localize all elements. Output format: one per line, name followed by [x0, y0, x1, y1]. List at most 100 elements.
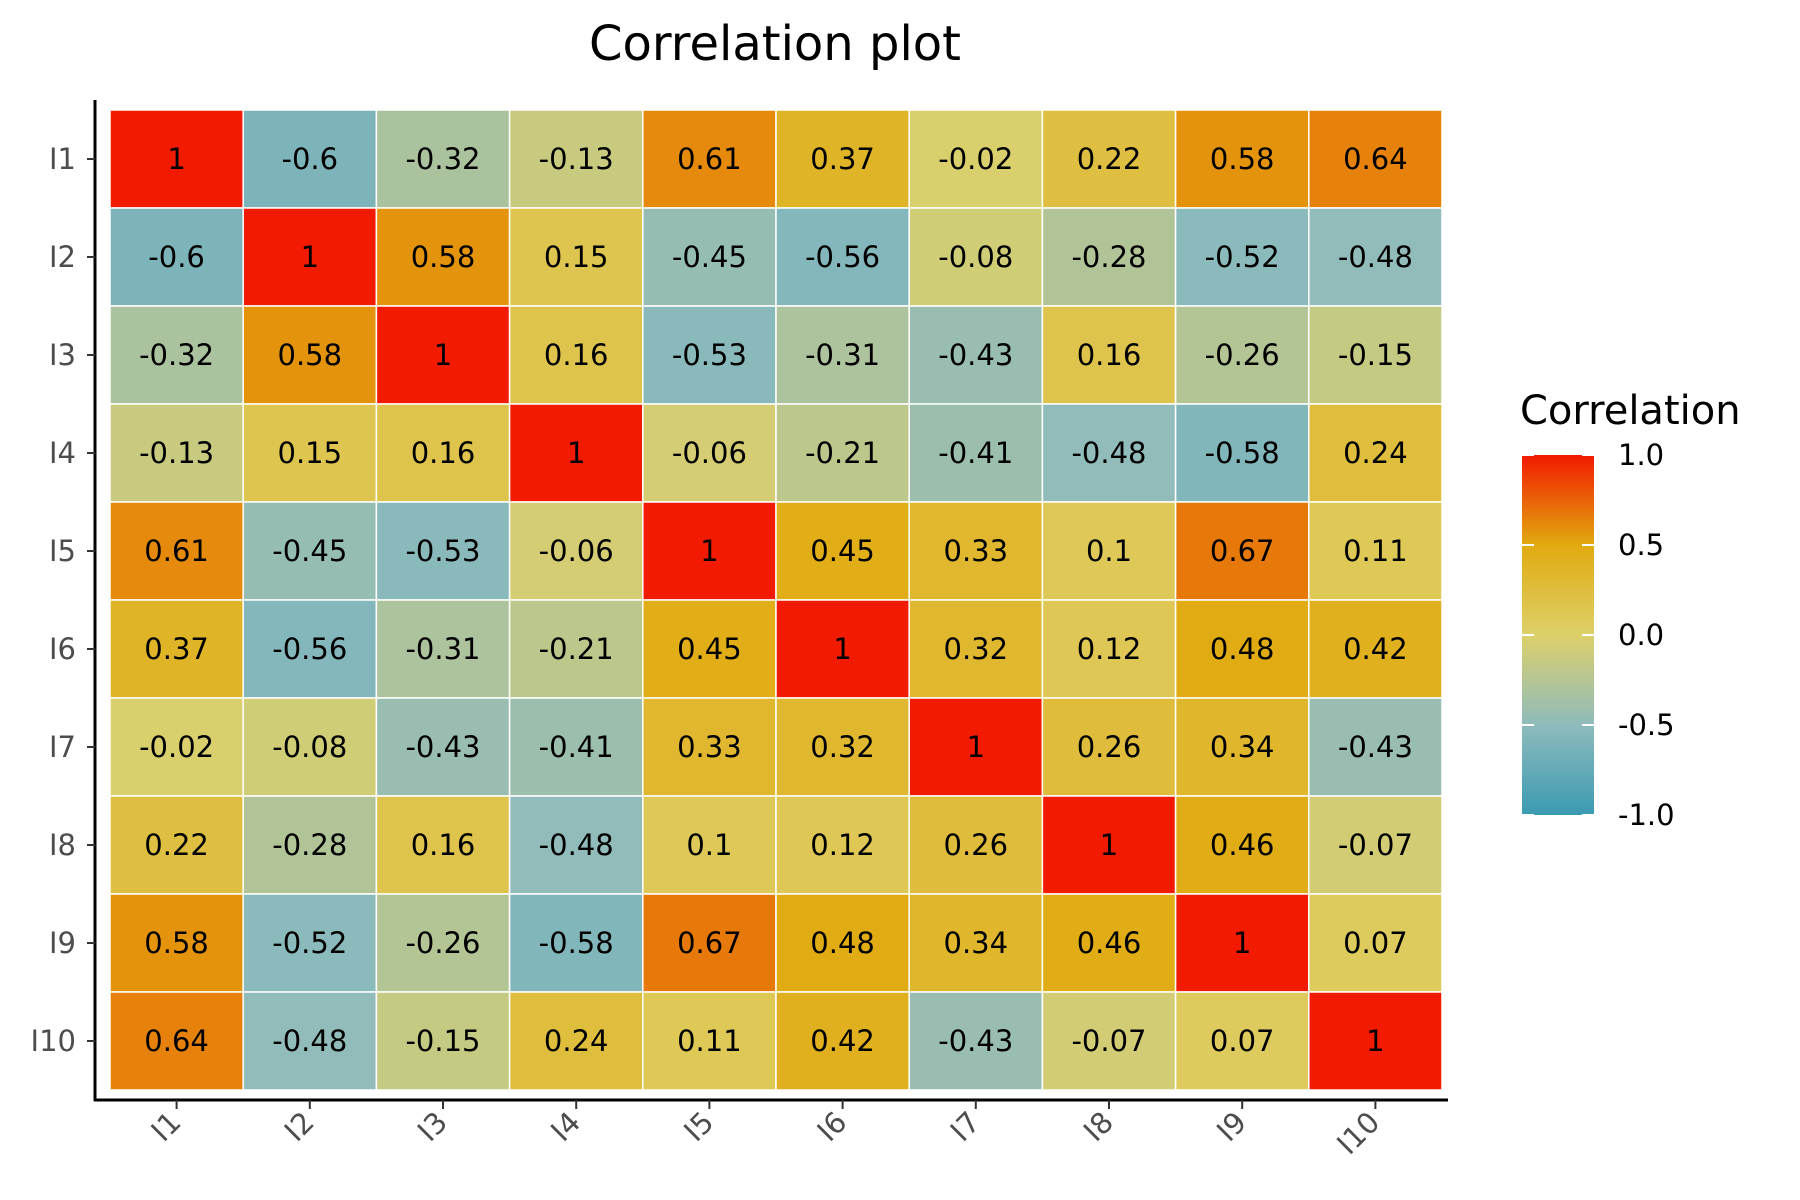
legend-tick-label: -0.5: [1618, 708, 1675, 742]
cell-value-label: 0.12: [1077, 632, 1142, 666]
heatmap-cell-i2-i4: [508, 207, 644, 307]
heatmap-cell-i9-i1: [109, 893, 244, 993]
x-tick-label: I9: [1210, 1105, 1253, 1148]
cell-value-label: 0.1: [1086, 534, 1132, 568]
heatmap-cell-i4-i8: [1041, 403, 1177, 503]
heatmap-cell-i8-i2: [242, 795, 378, 895]
cell-value-label: 0.07: [1343, 926, 1408, 960]
cell-value-label: -0.53: [405, 534, 480, 568]
x-tick-label: I4: [544, 1105, 587, 1148]
heatmap-cell-i9-i9: [1174, 893, 1310, 993]
y-tick-label: I5: [49, 534, 76, 568]
cell-value-label: 1: [833, 632, 851, 666]
x-tick-label: I8: [1077, 1105, 1120, 1148]
cell-value-label: -0.26: [405, 926, 480, 960]
heatmap-cell-i10-i6: [775, 991, 910, 1091]
heatmap-cell-i7-i10: [1308, 697, 1443, 797]
axes: [93, 100, 1448, 1102]
heatmap-cell-i3-i10: [1308, 305, 1443, 405]
cell-value-label: 1: [434, 338, 452, 372]
heatmap-cell-i9-i4: [508, 893, 644, 993]
cell-value-label: -0.41: [938, 436, 1013, 470]
cell-value-label: -0.15: [405, 1024, 480, 1058]
heatmap-cell-i8-i10: [1308, 795, 1443, 895]
cell-value-label: 0.42: [810, 1024, 875, 1058]
cell-value-label: 0.16: [411, 436, 476, 470]
heatmap-cell-i5-i3: [375, 501, 511, 601]
heatmap-cell-i8-i7: [908, 795, 1044, 895]
legend-title: Correlation: [1520, 388, 1741, 434]
cell-value-label: -0.26: [1205, 338, 1280, 372]
cell-value-label: -0.6: [148, 240, 205, 274]
cell-value-label: 0.16: [544, 338, 609, 372]
heatmap-cell-i3-i5: [642, 305, 777, 405]
heatmap-cell-i4-i1: [109, 403, 244, 503]
cell-value-label: 1: [1100, 828, 1118, 862]
cell-value-label: 0.07: [1210, 1024, 1275, 1058]
x-axis-ticks: I1 I2 I3 I4 I5 I6 I7 I8 I9 I10: [144, 1100, 1386, 1161]
cell-value-label: 0.15: [544, 240, 609, 274]
y-tick-label: I10: [31, 1024, 76, 1058]
cell-value-label: 0.42: [1343, 632, 1408, 666]
heatmap-cell-i2-i8: [1041, 207, 1177, 307]
heatmap-cell-i4-i5: [642, 403, 777, 503]
x-tick-label: I2: [278, 1105, 321, 1148]
heatmap-cells: [109, 109, 1443, 1091]
cell-value-label: 0.64: [144, 1024, 209, 1058]
heatmap-cell-i9-i7: [908, 893, 1044, 993]
cell-value-label: -0.45: [272, 534, 347, 568]
cell-value-label: 0.33: [677, 730, 742, 764]
cell-value-label: 1: [567, 436, 585, 470]
heatmap-cell-i6-i9: [1174, 599, 1310, 699]
cell-value-label: -0.32: [405, 142, 480, 176]
heatmap-cell-i5-i7: [908, 501, 1044, 601]
cell-value-label: -0.43: [405, 730, 480, 764]
cell-value-label: 0.58: [144, 926, 209, 960]
heatmap-cell-i10-i4: [508, 991, 644, 1091]
cell-value-label: 0.46: [1210, 828, 1275, 862]
cell-value-label: -0.28: [1071, 240, 1146, 274]
legend-ticks: 1.0 0.5 0.0 -0.5 -1.0: [1522, 438, 1675, 832]
heatmap-cell-i2-i9: [1174, 207, 1310, 307]
heatmap-cell-i9-i2: [242, 893, 378, 993]
heatmap-cell-i3-i2: [242, 305, 378, 405]
heatmap-cell-i9-i5: [642, 893, 777, 993]
heatmap-cell-i6-i4: [508, 599, 644, 699]
cell-value-label: 0.67: [1210, 534, 1275, 568]
heatmap-cell-i9-i8: [1041, 893, 1177, 993]
heatmap-cell-i1-i5: [642, 109, 777, 209]
cell-value-label: -0.02: [938, 142, 1013, 176]
y-tick-label: I6: [49, 632, 76, 666]
x-tick-label: I3: [411, 1105, 454, 1148]
cell-value-label: 0.64: [1343, 142, 1408, 176]
cell-value-label: 0.12: [810, 828, 875, 862]
heatmap-cell-i10-i2: [242, 991, 378, 1091]
cell-value-label: -0.32: [139, 338, 214, 372]
cell-value-label: 0.58: [278, 338, 343, 372]
cell-value-label: 0.26: [1077, 730, 1142, 764]
cell-value-label: 0.15: [278, 436, 343, 470]
cell-value-label: 1: [1366, 1024, 1384, 1058]
y-tick-label: I3: [49, 338, 76, 372]
legend-tick-label: 0.0: [1618, 618, 1664, 652]
cell-value-label: 1: [1233, 926, 1251, 960]
cell-value-label: 1: [700, 534, 718, 568]
cell-value-label: 1: [967, 730, 985, 764]
heatmap-cell-i4-i9: [1174, 403, 1310, 503]
heatmap-cell-i5-i8: [1041, 501, 1177, 601]
cell-value-label: 0.58: [411, 240, 476, 274]
heatmap-cell-i5-i9: [1174, 501, 1310, 601]
cell-value-label: 1: [167, 142, 185, 176]
x-tick-label: I1: [144, 1105, 187, 1148]
heatmap-cell-i1-i2: [242, 109, 378, 209]
heatmap-cell-i10-i3: [375, 991, 511, 1091]
heatmap-cell-i1-i8: [1041, 109, 1177, 209]
cell-value-label: -0.41: [539, 730, 614, 764]
cell-value-label: -0.58: [539, 926, 614, 960]
heatmap-cell-i3-i7: [908, 305, 1044, 405]
cell-value-label: -0.56: [272, 632, 347, 666]
heatmap-cell-i8-i8: [1041, 795, 1177, 895]
heatmap-cell-i7-i8: [1041, 697, 1177, 797]
heatmap-cell-i10-i10: [1308, 991, 1443, 1091]
